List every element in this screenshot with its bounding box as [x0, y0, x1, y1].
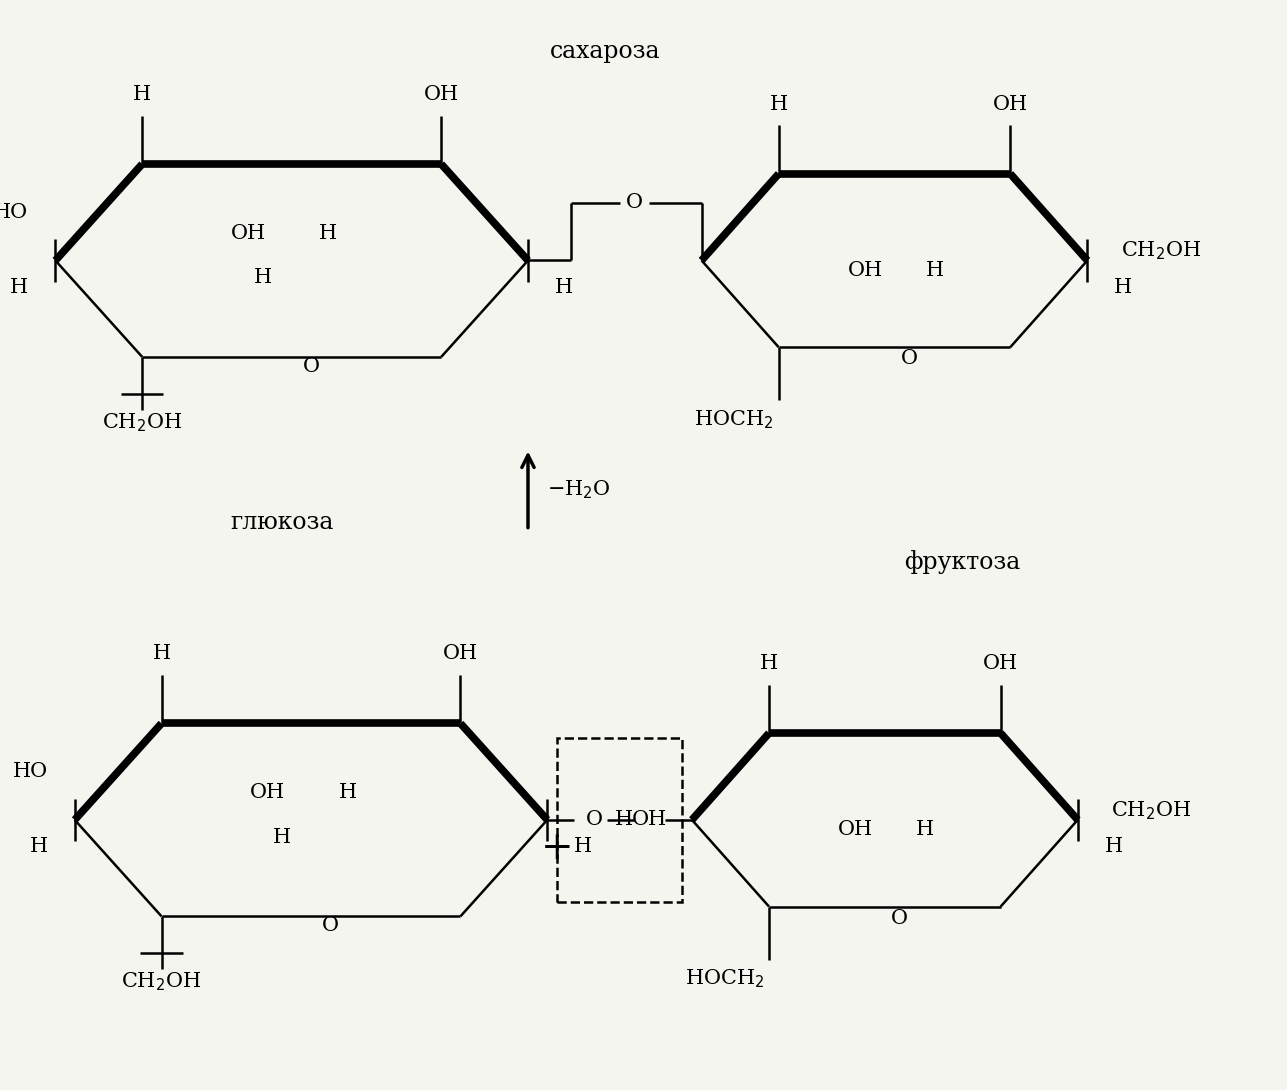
Text: H: H — [1104, 837, 1122, 857]
Text: O: O — [586, 810, 602, 829]
Text: HO: HO — [13, 762, 48, 782]
Text: H: H — [338, 784, 356, 802]
Text: CH$_2$OH: CH$_2$OH — [1121, 240, 1202, 263]
Text: сахароза: сахароза — [550, 39, 660, 63]
Text: CH$_2$OH: CH$_2$OH — [121, 971, 202, 993]
Text: OH: OH — [423, 85, 458, 105]
Text: H: H — [133, 85, 152, 105]
Text: H: H — [647, 810, 665, 829]
Text: +: + — [541, 831, 573, 868]
Text: O: O — [891, 909, 907, 928]
Text: CH$_2$OH: CH$_2$OH — [102, 412, 183, 434]
Text: OH: OH — [983, 654, 1018, 674]
Text: CH$_2$OH: CH$_2$OH — [1112, 799, 1192, 822]
Text: OH: OH — [250, 784, 286, 802]
Text: HOCH$_2$: HOCH$_2$ — [685, 968, 764, 991]
Text: O: O — [322, 917, 338, 935]
Text: H: H — [555, 278, 573, 296]
Text: OH: OH — [838, 820, 874, 839]
Text: HOCH$_2$: HOCH$_2$ — [695, 409, 773, 431]
Text: H: H — [10, 278, 28, 296]
Text: OH: OH — [230, 223, 266, 243]
Text: H: H — [761, 654, 779, 674]
Text: фруктоза: фруктоза — [903, 549, 1021, 573]
Text: $-$H$_2$O: $-$H$_2$O — [547, 479, 611, 500]
Text: H: H — [574, 837, 592, 857]
Text: O: O — [901, 350, 918, 368]
Text: H: H — [1115, 278, 1133, 296]
Text: HO: HO — [0, 203, 28, 221]
Text: H: H — [916, 820, 934, 839]
Text: O: O — [302, 358, 319, 376]
Text: H: H — [273, 827, 291, 847]
Text: H: H — [925, 261, 945, 280]
Bar — [557, 738, 682, 901]
Text: O: O — [625, 193, 642, 213]
Text: OH: OH — [992, 95, 1028, 113]
Text: H: H — [770, 95, 788, 113]
Text: H: H — [319, 223, 337, 243]
Text: H: H — [30, 837, 48, 857]
Text: OH: OH — [443, 644, 477, 664]
Text: H: H — [254, 268, 272, 288]
Text: глюкоза: глюкоза — [230, 511, 333, 534]
Text: OH: OH — [848, 261, 883, 280]
Text: HO: HO — [615, 810, 650, 829]
Text: H: H — [152, 644, 171, 664]
